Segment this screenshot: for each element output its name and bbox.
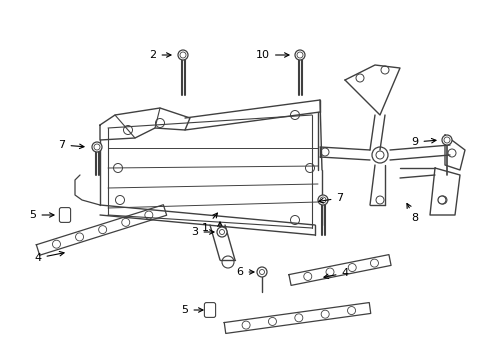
Circle shape [295,50,305,60]
Circle shape [217,227,227,237]
Circle shape [442,135,452,145]
Text: 4: 4 [34,252,64,263]
Circle shape [178,50,188,60]
Text: 4: 4 [324,268,348,279]
Text: 10: 10 [256,50,289,60]
FancyBboxPatch shape [59,208,71,222]
Text: 6: 6 [237,267,254,277]
Circle shape [92,142,102,152]
Circle shape [257,267,267,277]
Text: 1: 1 [201,213,218,233]
Text: 7: 7 [58,140,84,150]
FancyBboxPatch shape [204,303,216,318]
Text: 8: 8 [407,203,418,223]
Text: 7: 7 [319,193,343,203]
Circle shape [318,195,328,205]
Text: 2: 2 [149,50,171,60]
Text: 5: 5 [181,305,203,315]
Circle shape [438,196,446,204]
Text: 9: 9 [412,137,436,147]
Text: 3: 3 [192,227,214,237]
Text: 5: 5 [29,210,54,220]
